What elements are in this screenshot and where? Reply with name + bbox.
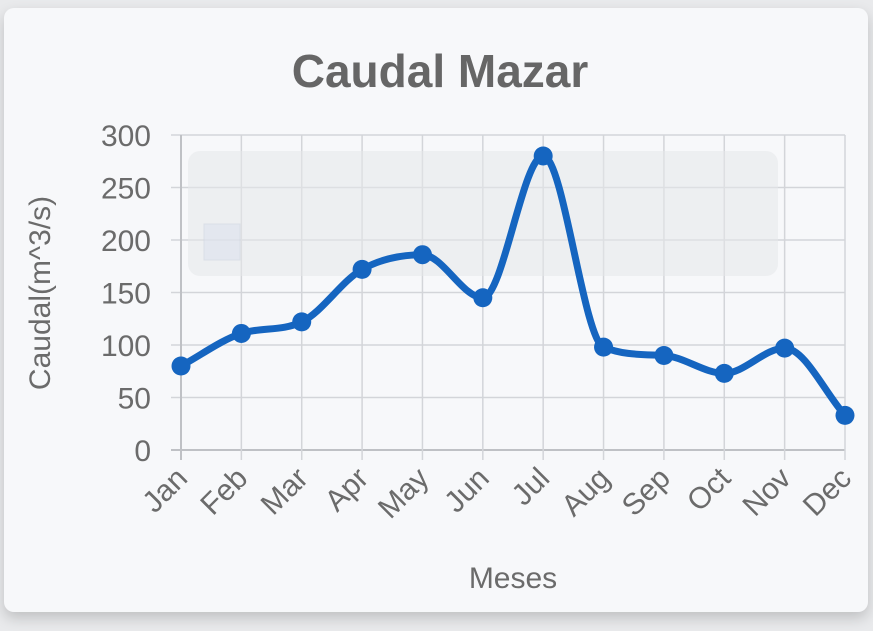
data-point-may[interactable] [412, 245, 432, 265]
y-tick-label: 300 [101, 120, 151, 153]
x-tick-label: Aug [555, 462, 616, 523]
data-point-jun[interactable] [473, 288, 493, 308]
y-axis-ticks: 0 50 100 150 200 250 300 [101, 120, 151, 468]
data-point-aug[interactable] [594, 337, 614, 357]
x-tick-label: Nov [737, 462, 798, 523]
x-tick-label: Jun [438, 462, 496, 520]
data-point-mar[interactable] [292, 312, 312, 332]
chart-title: Caudal Mazar [292, 45, 589, 97]
x-tick-label: Jul [506, 462, 556, 512]
x-tick-label: Mar [255, 462, 315, 522]
data-point-nov[interactable] [775, 338, 795, 358]
y-axis-label: Caudal(m^3/s) [24, 196, 57, 390]
y-tick-label: 150 [101, 278, 151, 311]
x-tick-label: Oct [681, 461, 738, 518]
y-tick-label: 200 [101, 225, 151, 258]
data-point-dec[interactable] [835, 405, 855, 425]
x-tick-label: Sep [616, 462, 677, 523]
y-tick-label: 0 [134, 435, 151, 468]
data-points [171, 146, 855, 425]
data-point-jul[interactable] [533, 146, 553, 166]
data-point-sep[interactable] [654, 346, 674, 365]
x-tick-label: Feb [194, 462, 254, 522]
y-tick-label: 250 [101, 173, 151, 206]
x-tick-label: Jan [136, 462, 194, 520]
data-point-jan[interactable] [171, 356, 191, 376]
data-point-oct[interactable] [714, 363, 734, 383]
y-tick-label: 100 [101, 330, 151, 363]
x-tick-label: May [372, 462, 435, 525]
x-axis-label: Meses [469, 562, 557, 595]
legend-box [188, 151, 778, 276]
y-tick-label: 50 [118, 383, 151, 416]
x-tick-label: Apr [319, 462, 375, 518]
x-tick-label: Dec [797, 462, 858, 523]
data-point-feb[interactable] [231, 323, 251, 343]
data-point-apr[interactable] [352, 259, 372, 279]
